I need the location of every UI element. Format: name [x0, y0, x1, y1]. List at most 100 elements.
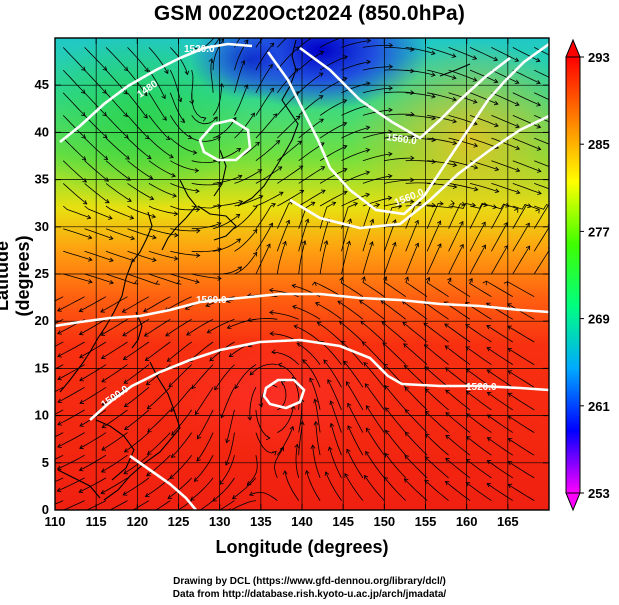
- streamline: [170, 137, 197, 154]
- streamline-arrow: [414, 242, 419, 248]
- streamline-arrow: [486, 483, 492, 488]
- streamline: [246, 455, 258, 486]
- streamline-arrow: [252, 205, 258, 210]
- streamline: [234, 112, 255, 139]
- streamline: [55, 409, 64, 415]
- streamline: [469, 47, 498, 61]
- streamline-arrow: [79, 376, 84, 382]
- streamline: [196, 409, 214, 439]
- streamline-arrow: [384, 429, 390, 435]
- streamline: [57, 454, 85, 470]
- streamline-arrow: [279, 446, 284, 452]
- contour-label: 1520.0: [466, 382, 497, 393]
- streamline: [127, 250, 157, 261]
- streamline: [466, 391, 492, 411]
- streamline: [330, 423, 342, 456]
- streamline: [469, 69, 498, 83]
- streamline-arrow: [447, 277, 452, 283]
- y-tick-label: 25: [35, 266, 49, 281]
- streamline: [292, 305, 321, 320]
- streamline: [62, 115, 86, 139]
- streamline-arrow: [494, 188, 500, 194]
- streamline: [148, 160, 176, 177]
- streamline-arrow: [483, 202, 488, 208]
- streamline: [146, 454, 171, 477]
- streamline-arrow: [365, 170, 371, 176]
- streamline-arrow: [329, 422, 335, 428]
- streamline-arrow: [465, 346, 471, 351]
- streamline-arrow: [358, 300, 364, 305]
- streamline: [79, 296, 107, 312]
- streamline: [507, 303, 535, 320]
- streamline: [508, 392, 535, 411]
- streamline: [507, 461, 535, 479]
- streamline: [424, 479, 449, 501]
- streamline: [57, 477, 85, 492]
- streamline-arrow: [268, 287, 274, 293]
- streamline-arrow: [558, 146, 562, 150]
- streamline-arrow: [191, 384, 196, 390]
- streamline: [105, 115, 129, 139]
- streamline-arrow: [319, 118, 324, 123]
- streamline-arrow: [109, 257, 114, 263]
- streamline: [425, 388, 449, 411]
- streamline: [84, 250, 114, 262]
- streamline-arrow: [387, 173, 393, 179]
- streamline-arrow: [130, 235, 136, 241]
- streamline: [148, 69, 166, 99]
- streamline: [210, 58, 214, 93]
- streamline: [105, 47, 129, 71]
- streamline-arrow: [36, 465, 40, 469]
- streamline-arrow: [365, 450, 370, 456]
- y-axis-ticks: 0 5 10 15 20 25 30 35 40 45: [35, 77, 549, 517]
- streamline-arrow: [293, 324, 299, 330]
- streamline: [427, 202, 455, 209]
- streamline: [404, 365, 428, 388]
- streamline: [534, 69, 549, 78]
- streamline: [148, 228, 178, 236]
- streamline-arrow: [78, 353, 84, 359]
- streamline: [405, 243, 419, 275]
- streamline: [143, 296, 171, 313]
- streamline: [148, 250, 178, 260]
- streamline: [249, 491, 278, 501]
- streamline: [384, 157, 414, 162]
- streamline: [385, 430, 406, 456]
- streamline: [534, 92, 549, 101]
- streamline-arrow: [388, 107, 393, 113]
- streamline-arrow: [324, 471, 330, 476]
- streamline: [347, 425, 364, 456]
- streamline-arrow: [343, 55, 348, 60]
- streamline-arrow: [320, 189, 326, 194]
- streamline-arrow: [250, 21, 254, 25]
- streamline-arrow: [78, 307, 84, 313]
- streamline: [512, 183, 542, 194]
- streamline-arrow: [327, 379, 332, 384]
- streamline-arrow: [493, 100, 499, 106]
- streamline-arrow: [445, 457, 450, 463]
- streamline-arrow: [486, 391, 492, 397]
- streamline-arrow: [514, 208, 519, 213]
- streamline-arrow: [515, 145, 521, 151]
- streamline: [255, 87, 274, 116]
- streamline-arrow: [82, 200, 88, 205]
- streamline-arrow: [342, 99, 348, 104]
- streamline: [127, 205, 156, 218]
- streamline-arrow: [365, 125, 371, 131]
- streamline-arrow: [216, 222, 222, 227]
- streamline: [101, 454, 128, 473]
- streamline-arrow: [514, 57, 520, 62]
- streamline-arrow: [311, 281, 317, 286]
- streamline: [194, 387, 214, 415]
- streamline-arrow: [109, 279, 114, 285]
- streamline-arrow: [403, 478, 409, 483]
- streamline: [148, 115, 170, 140]
- streamline-arrow: [79, 399, 85, 405]
- streamline-arrow: [194, 410, 200, 416]
- streamline: [294, 325, 321, 343]
- streamline: [362, 204, 380, 229]
- streamline-arrow: [79, 511, 83, 515]
- streamline-arrow: [507, 370, 513, 375]
- streamline-arrow: [269, 331, 274, 336]
- streamline: [170, 205, 200, 211]
